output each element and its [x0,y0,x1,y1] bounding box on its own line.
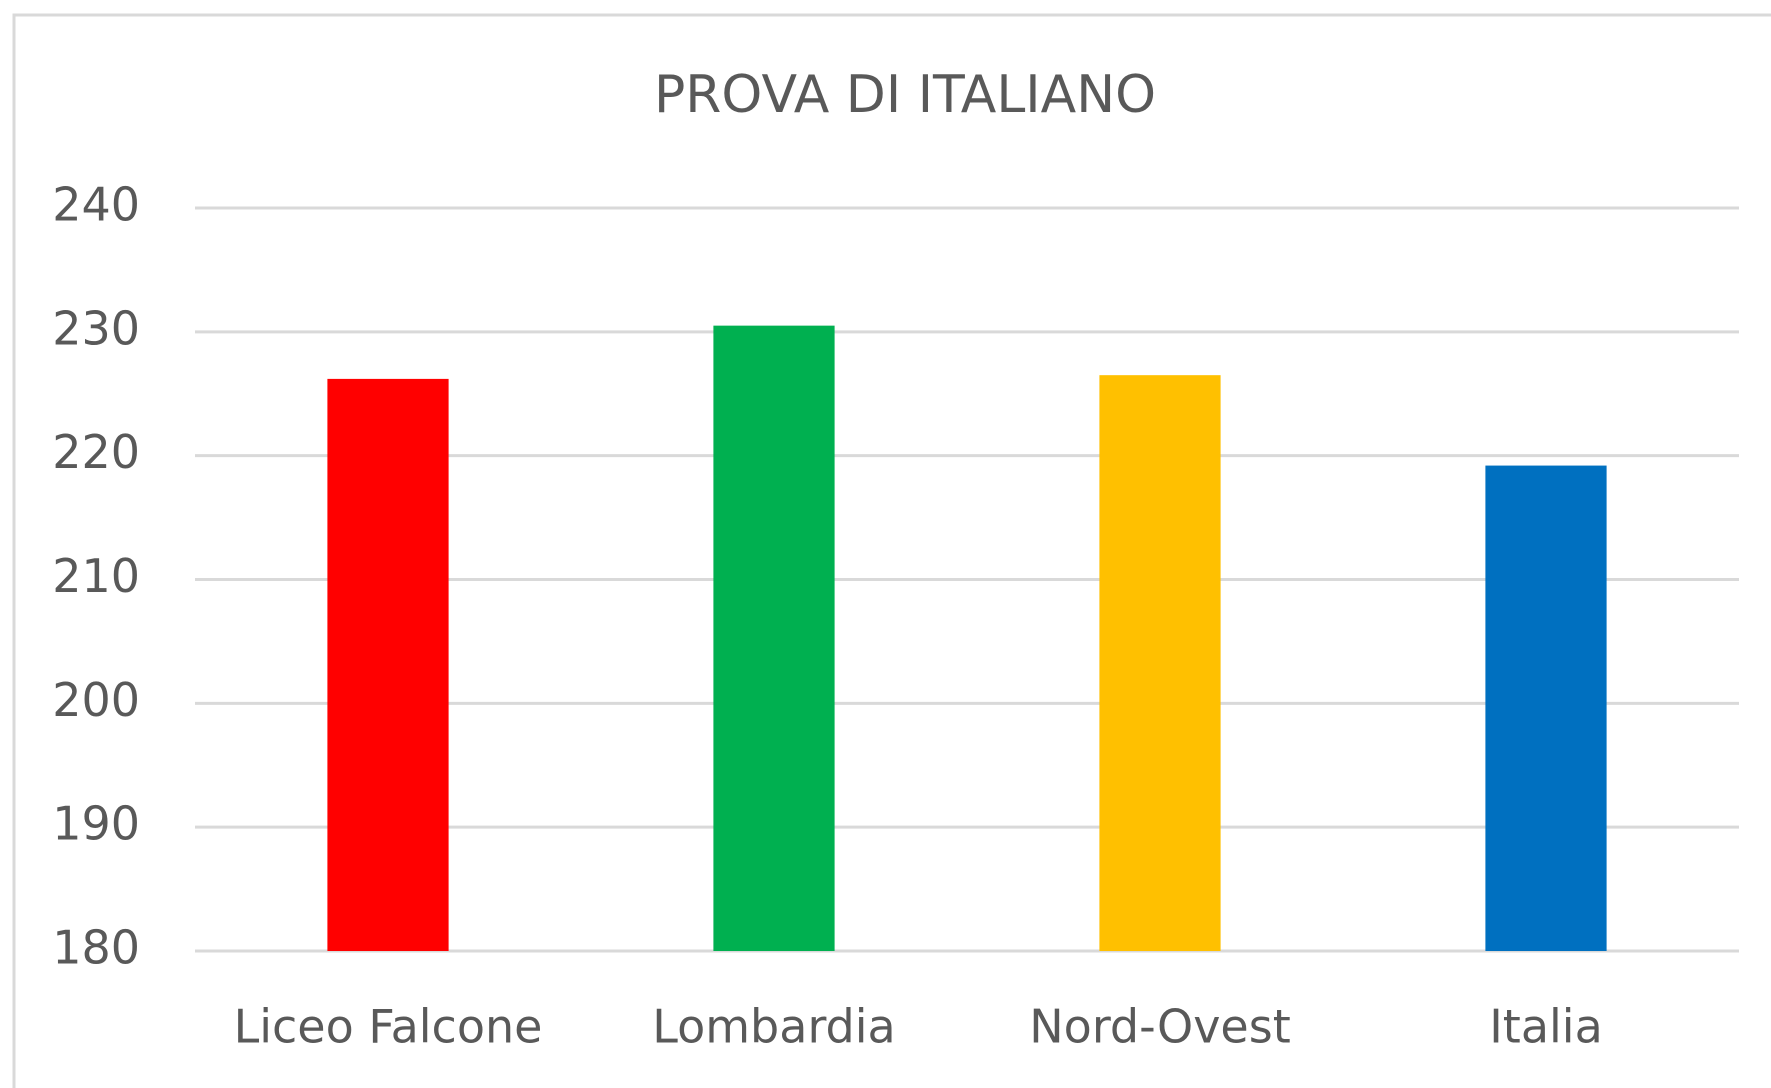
y-tick-label: 200 [52,673,140,727]
y-tick-label: 210 [52,549,140,603]
bar [1099,375,1221,951]
y-tick-label: 190 [52,797,140,851]
y-tick-label: 240 [52,178,140,232]
x-tick-label: Nord-Ovest [1029,1000,1290,1054]
chart-frame [12,13,1771,1088]
x-tick-label: Italia [1489,1000,1603,1054]
x-tick-label: Liceo Falcone [234,1000,543,1054]
bar [327,378,449,951]
bar [1485,465,1607,951]
bar [713,325,835,951]
chart-title: PROVA DI ITALIANO [654,65,1156,125]
x-tick-label: Lombardia [652,1000,895,1054]
y-tick-label: 230 [52,301,140,355]
y-tick-label: 180 [52,921,140,975]
y-tick-label: 220 [52,425,140,479]
